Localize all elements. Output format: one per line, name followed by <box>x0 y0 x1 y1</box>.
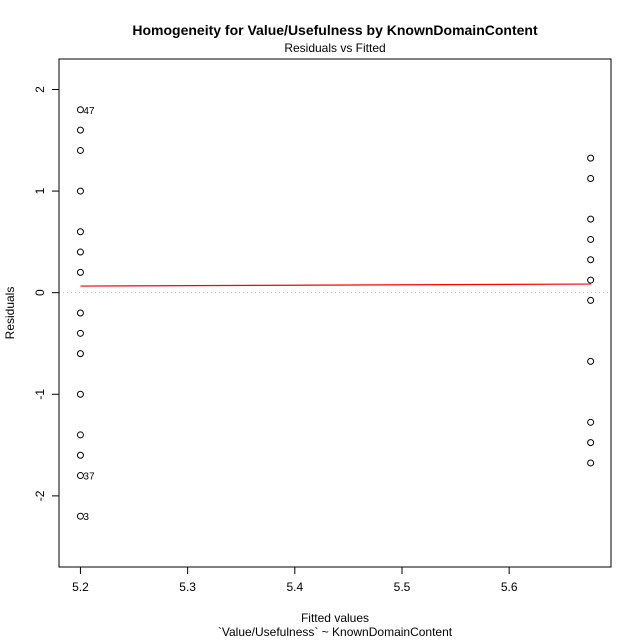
residual-point <box>76 106 84 114</box>
residual-point <box>76 187 84 195</box>
x-tick-label: 5.3 <box>179 580 196 594</box>
point-label: 37 <box>83 472 95 483</box>
y-tick-label: 1 <box>33 187 47 194</box>
residual-point <box>76 126 84 134</box>
x-tick-label: 5.6 <box>501 580 518 594</box>
residual-point <box>76 451 84 459</box>
y-tick-label: -1 <box>33 389 47 400</box>
plot-frame <box>58 58 612 568</box>
y-tick-label: -2 <box>33 490 47 501</box>
residual-point <box>76 309 84 317</box>
x-axis-sublabel: `Value/Usefulness` ~ KnownDomainContent <box>218 625 453 639</box>
point-label: 47 <box>83 106 95 117</box>
residual-point <box>76 146 84 154</box>
smooth-line <box>80 283 591 287</box>
residual-point <box>76 431 84 439</box>
y-axis-label: Residuals <box>3 287 17 340</box>
residual-point <box>587 418 595 426</box>
residual-point <box>587 276 595 284</box>
residual-point <box>587 174 595 182</box>
x-tick-label: 5.2 <box>72 580 89 594</box>
point-labels: 47 37 3 <box>83 106 95 523</box>
residual-point <box>587 215 595 223</box>
residual-point <box>587 235 595 243</box>
residual-point <box>587 154 595 162</box>
residual-point <box>587 439 595 447</box>
y-tick-label: 0 <box>33 289 47 296</box>
residual-point <box>76 512 84 520</box>
residual-point <box>76 472 84 480</box>
x-tick-label: 5.5 <box>394 580 411 594</box>
residual-point <box>587 357 595 365</box>
residual-point <box>76 248 84 256</box>
y-axis: -2 -1 0 1 2 <box>33 86 60 501</box>
residual-point <box>76 268 84 276</box>
residual-point <box>76 228 84 236</box>
residual-point <box>587 256 595 264</box>
x-axis: 5.2 5.3 5.4 5.5 5.6 <box>72 566 518 594</box>
residual-points <box>76 106 595 520</box>
smooth-line-path <box>80 283 591 287</box>
chart-title: Homogeneity for Value/Usefulness by Know… <box>132 22 538 38</box>
residual-point <box>587 459 595 467</box>
point-label: 3 <box>83 512 89 523</box>
y-tick-label: 2 <box>33 86 47 93</box>
x-axis-label: Fitted values <box>301 611 369 625</box>
x-tick-label: 5.4 <box>286 580 303 594</box>
residual-point <box>76 350 84 358</box>
residual-point <box>587 296 595 304</box>
chart-subtitle: Residuals vs Fitted <box>284 41 385 55</box>
residual-point <box>76 390 84 398</box>
residual-point <box>76 329 84 337</box>
